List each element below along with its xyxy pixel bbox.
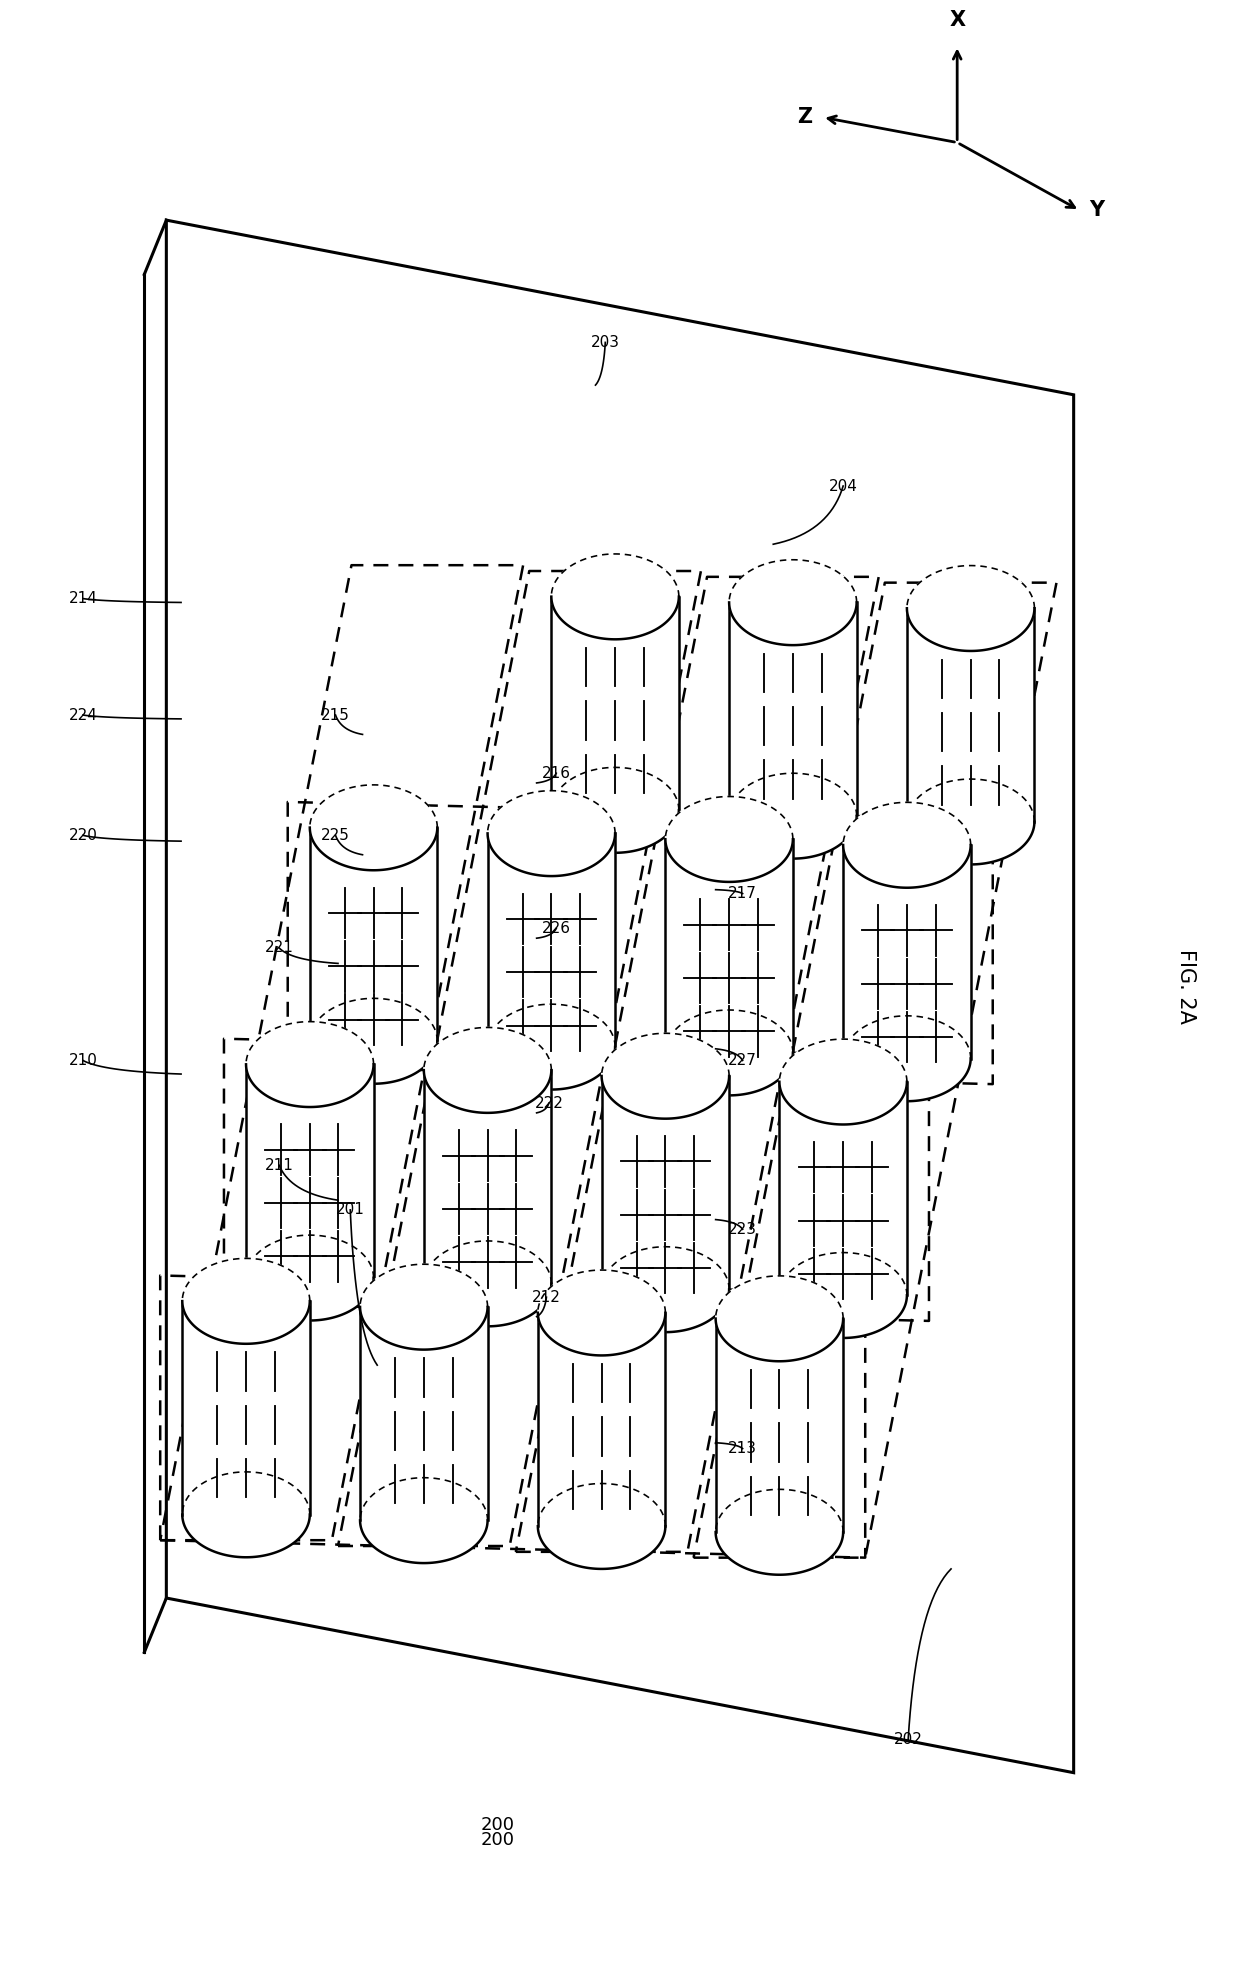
Text: 217: 217 (728, 886, 758, 901)
Polygon shape (182, 1300, 310, 1514)
Polygon shape (360, 1520, 487, 1563)
Text: FIG. 2A: FIG. 2A (1177, 949, 1197, 1023)
Polygon shape (843, 803, 971, 888)
Text: Y: Y (1090, 200, 1105, 220)
Polygon shape (780, 1296, 906, 1337)
Polygon shape (729, 560, 857, 644)
Polygon shape (666, 839, 792, 1053)
Text: 224: 224 (68, 707, 98, 723)
Polygon shape (246, 1021, 373, 1108)
Polygon shape (182, 1514, 310, 1557)
Text: 212: 212 (532, 1290, 560, 1304)
Text: 215: 215 (321, 707, 350, 723)
Polygon shape (780, 1082, 906, 1296)
Text: 222: 222 (534, 1096, 563, 1112)
Text: 223: 223 (728, 1222, 758, 1237)
Polygon shape (552, 554, 678, 640)
Polygon shape (601, 1033, 729, 1119)
Text: 226: 226 (542, 921, 570, 937)
Polygon shape (906, 566, 1034, 650)
Polygon shape (552, 809, 678, 852)
Text: 216: 216 (542, 766, 570, 782)
Polygon shape (906, 821, 1034, 864)
Polygon shape (424, 1027, 552, 1114)
Polygon shape (906, 609, 1034, 821)
Text: 200: 200 (480, 1817, 515, 1834)
Text: 201: 201 (336, 1202, 365, 1218)
Text: 213: 213 (728, 1442, 758, 1455)
Polygon shape (487, 833, 615, 1047)
Polygon shape (246, 1064, 373, 1279)
Polygon shape (538, 1271, 666, 1355)
Text: 221: 221 (264, 941, 294, 955)
Polygon shape (538, 1312, 666, 1526)
Polygon shape (552, 597, 678, 809)
Polygon shape (310, 1041, 438, 1084)
Polygon shape (166, 220, 1074, 1773)
Text: 202: 202 (894, 1732, 923, 1748)
Polygon shape (666, 797, 792, 882)
Polygon shape (729, 815, 857, 858)
Text: 203: 203 (590, 336, 620, 350)
Polygon shape (424, 1070, 552, 1284)
Text: 200: 200 (480, 1830, 515, 1848)
Text: 220: 220 (68, 829, 98, 843)
Polygon shape (310, 827, 438, 1041)
Text: 211: 211 (264, 1157, 294, 1173)
Polygon shape (246, 1279, 373, 1320)
Text: 214: 214 (68, 591, 98, 607)
Polygon shape (729, 603, 857, 815)
Polygon shape (666, 1053, 792, 1096)
Polygon shape (780, 1039, 906, 1125)
Text: Z: Z (797, 108, 812, 128)
Polygon shape (424, 1284, 552, 1326)
Polygon shape (360, 1306, 487, 1520)
Text: 227: 227 (728, 1053, 758, 1068)
Polygon shape (538, 1526, 666, 1569)
Polygon shape (843, 1059, 971, 1102)
Polygon shape (360, 1265, 487, 1349)
Text: 204: 204 (828, 479, 858, 493)
Text: 210: 210 (68, 1053, 98, 1068)
Polygon shape (715, 1532, 843, 1575)
Text: X: X (949, 10, 965, 29)
Polygon shape (601, 1290, 729, 1332)
Polygon shape (601, 1076, 729, 1290)
Polygon shape (843, 845, 971, 1059)
Polygon shape (487, 1047, 615, 1090)
Polygon shape (715, 1277, 843, 1361)
Polygon shape (487, 791, 615, 876)
Polygon shape (715, 1318, 843, 1532)
Polygon shape (182, 1259, 310, 1343)
Text: 225: 225 (321, 829, 350, 843)
Polygon shape (310, 786, 438, 870)
